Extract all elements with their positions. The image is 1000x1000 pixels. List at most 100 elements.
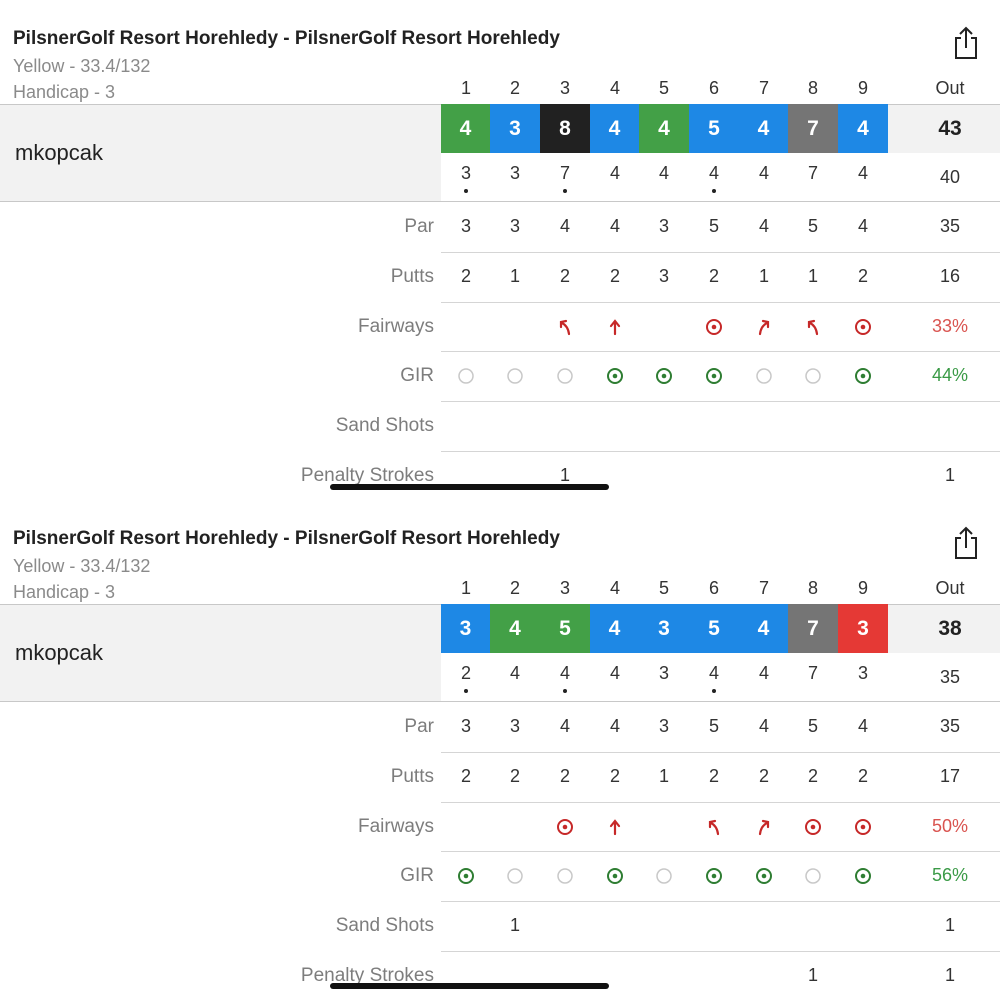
hole-score[interactable]: 4 bbox=[441, 104, 490, 153]
putts-value: 2 bbox=[509, 766, 520, 786]
hole-score[interactable]: 3 bbox=[490, 104, 540, 153]
net-score: 7 bbox=[807, 663, 818, 683]
sand-shots-label: Sand Shots bbox=[335, 915, 434, 936]
par-label: Par bbox=[404, 716, 434, 737]
hole-score[interactable]: 3 bbox=[639, 604, 689, 653]
score-out-total: 43 bbox=[938, 116, 962, 140]
hole-score[interactable]: 4 bbox=[490, 604, 540, 653]
par-label: Par bbox=[404, 216, 434, 237]
par-out-total: 35 bbox=[939, 716, 961, 736]
gir-miss-icon bbox=[739, 366, 789, 386]
handicap-stroke-dot bbox=[464, 689, 468, 693]
sand-shots-out-total: 1 bbox=[944, 915, 955, 935]
handicap-stroke-dot bbox=[712, 189, 716, 193]
par-value: 3 bbox=[658, 716, 669, 736]
par-value: 3 bbox=[460, 716, 471, 736]
hole-number: 2 bbox=[509, 78, 520, 98]
scorecard-2: PilsnerGolf Resort Horehledy - PilsnerGo… bbox=[0, 500, 1000, 1000]
putts-out-total: 16 bbox=[939, 266, 961, 286]
gir-miss-icon bbox=[788, 866, 838, 886]
hole-number: 9 bbox=[857, 78, 868, 98]
hole-score[interactable]: 4 bbox=[590, 604, 639, 653]
score-out-total: 38 bbox=[938, 616, 962, 640]
par-value: 3 bbox=[509, 716, 520, 736]
out-header: Out bbox=[935, 578, 965, 598]
fairway-left-icon bbox=[788, 317, 838, 337]
putts-value: 1 bbox=[658, 766, 669, 786]
fairways-label: Fairways bbox=[357, 316, 434, 337]
par-value: 4 bbox=[559, 216, 570, 236]
par-value: 4 bbox=[559, 716, 570, 736]
net-score-row bbox=[441, 153, 1000, 201]
hole-score[interactable]: 4 bbox=[590, 104, 639, 153]
par-value: 5 bbox=[807, 216, 818, 236]
net-score: 3 bbox=[658, 663, 669, 683]
gir-hit-icon bbox=[590, 866, 640, 886]
hole-score[interactable]: 8 bbox=[540, 104, 590, 153]
fairway-target-icon bbox=[788, 817, 838, 837]
putts-out-total: 17 bbox=[939, 766, 961, 786]
hole-score[interactable]: 4 bbox=[838, 104, 888, 153]
putts-value: 2 bbox=[857, 266, 868, 286]
share-icon[interactable] bbox=[952, 526, 980, 560]
par-value: 3 bbox=[658, 216, 669, 236]
putts-value: 2 bbox=[609, 266, 620, 286]
gir-hit-icon bbox=[838, 866, 888, 886]
net-score: 3 bbox=[460, 163, 471, 183]
par-value: 4 bbox=[857, 716, 868, 736]
hole-number: 5 bbox=[658, 78, 669, 98]
penalty-strokes-value: 1 bbox=[807, 965, 818, 985]
hole-score[interactable]: 4 bbox=[639, 104, 689, 153]
course-title: PilsnerGolf Resort Horehledy - PilsnerGo… bbox=[13, 528, 560, 549]
hole-number: 4 bbox=[609, 78, 620, 98]
fairway-left-icon bbox=[540, 317, 590, 337]
gir-miss-icon bbox=[490, 366, 540, 386]
net-score: 7 bbox=[559, 163, 570, 183]
player-name[interactable]: mkopcak bbox=[15, 140, 104, 165]
divider bbox=[0, 701, 1000, 702]
fairways-out-total: 50% bbox=[931, 816, 969, 836]
gir-hit-icon bbox=[590, 366, 640, 386]
player-name[interactable]: mkopcak bbox=[15, 640, 104, 665]
divider bbox=[0, 201, 1000, 202]
gir-hit-icon bbox=[689, 366, 739, 386]
gir-miss-icon bbox=[441, 366, 491, 386]
hole-score[interactable]: 4 bbox=[739, 604, 788, 653]
hole-score[interactable]: 7 bbox=[788, 604, 838, 653]
hole-score[interactable]: 4 bbox=[739, 104, 788, 153]
fairway-right-icon bbox=[739, 817, 789, 837]
net-score: 3 bbox=[857, 663, 868, 683]
par-out-total: 35 bbox=[939, 216, 961, 236]
putts-value: 1 bbox=[758, 266, 769, 286]
share-icon[interactable] bbox=[952, 26, 980, 60]
par-value: 5 bbox=[708, 716, 719, 736]
hole-score[interactable]: 5 bbox=[689, 604, 739, 653]
hole-score[interactable]: 3 bbox=[838, 604, 888, 653]
penalty-strokes-label: Penalty Strokes bbox=[300, 965, 434, 986]
fairways-out-total: 33% bbox=[931, 316, 969, 336]
fairways-label: Fairways bbox=[357, 816, 434, 837]
putts-value: 2 bbox=[708, 266, 719, 286]
putts-label: Putts bbox=[390, 766, 434, 787]
net-score: 3 bbox=[509, 163, 520, 183]
fairway-straight-icon bbox=[590, 317, 640, 337]
putts-value: 2 bbox=[708, 766, 719, 786]
putts-value: 2 bbox=[460, 766, 471, 786]
hole-number: 1 bbox=[460, 578, 471, 598]
penalty-strokes-out-total: 1 bbox=[944, 965, 955, 985]
hole-score[interactable]: 5 bbox=[689, 104, 739, 153]
par-value: 5 bbox=[708, 216, 719, 236]
hole-score[interactable]: 3 bbox=[441, 604, 490, 653]
hole-score[interactable]: 7 bbox=[788, 104, 838, 153]
gir-hit-icon bbox=[739, 866, 789, 886]
putts-label: Putts bbox=[390, 266, 434, 287]
penalty-strokes-out-total: 1 bbox=[944, 465, 955, 485]
home-indicator[interactable] bbox=[330, 983, 609, 989]
net-score: 4 bbox=[708, 163, 719, 183]
hole-score[interactable]: 5 bbox=[540, 604, 590, 653]
row-divider bbox=[441, 752, 1000, 753]
home-indicator[interactable] bbox=[330, 484, 609, 490]
fairway-target-icon bbox=[838, 817, 888, 837]
row-divider bbox=[441, 451, 1000, 452]
row-divider bbox=[441, 851, 1000, 852]
